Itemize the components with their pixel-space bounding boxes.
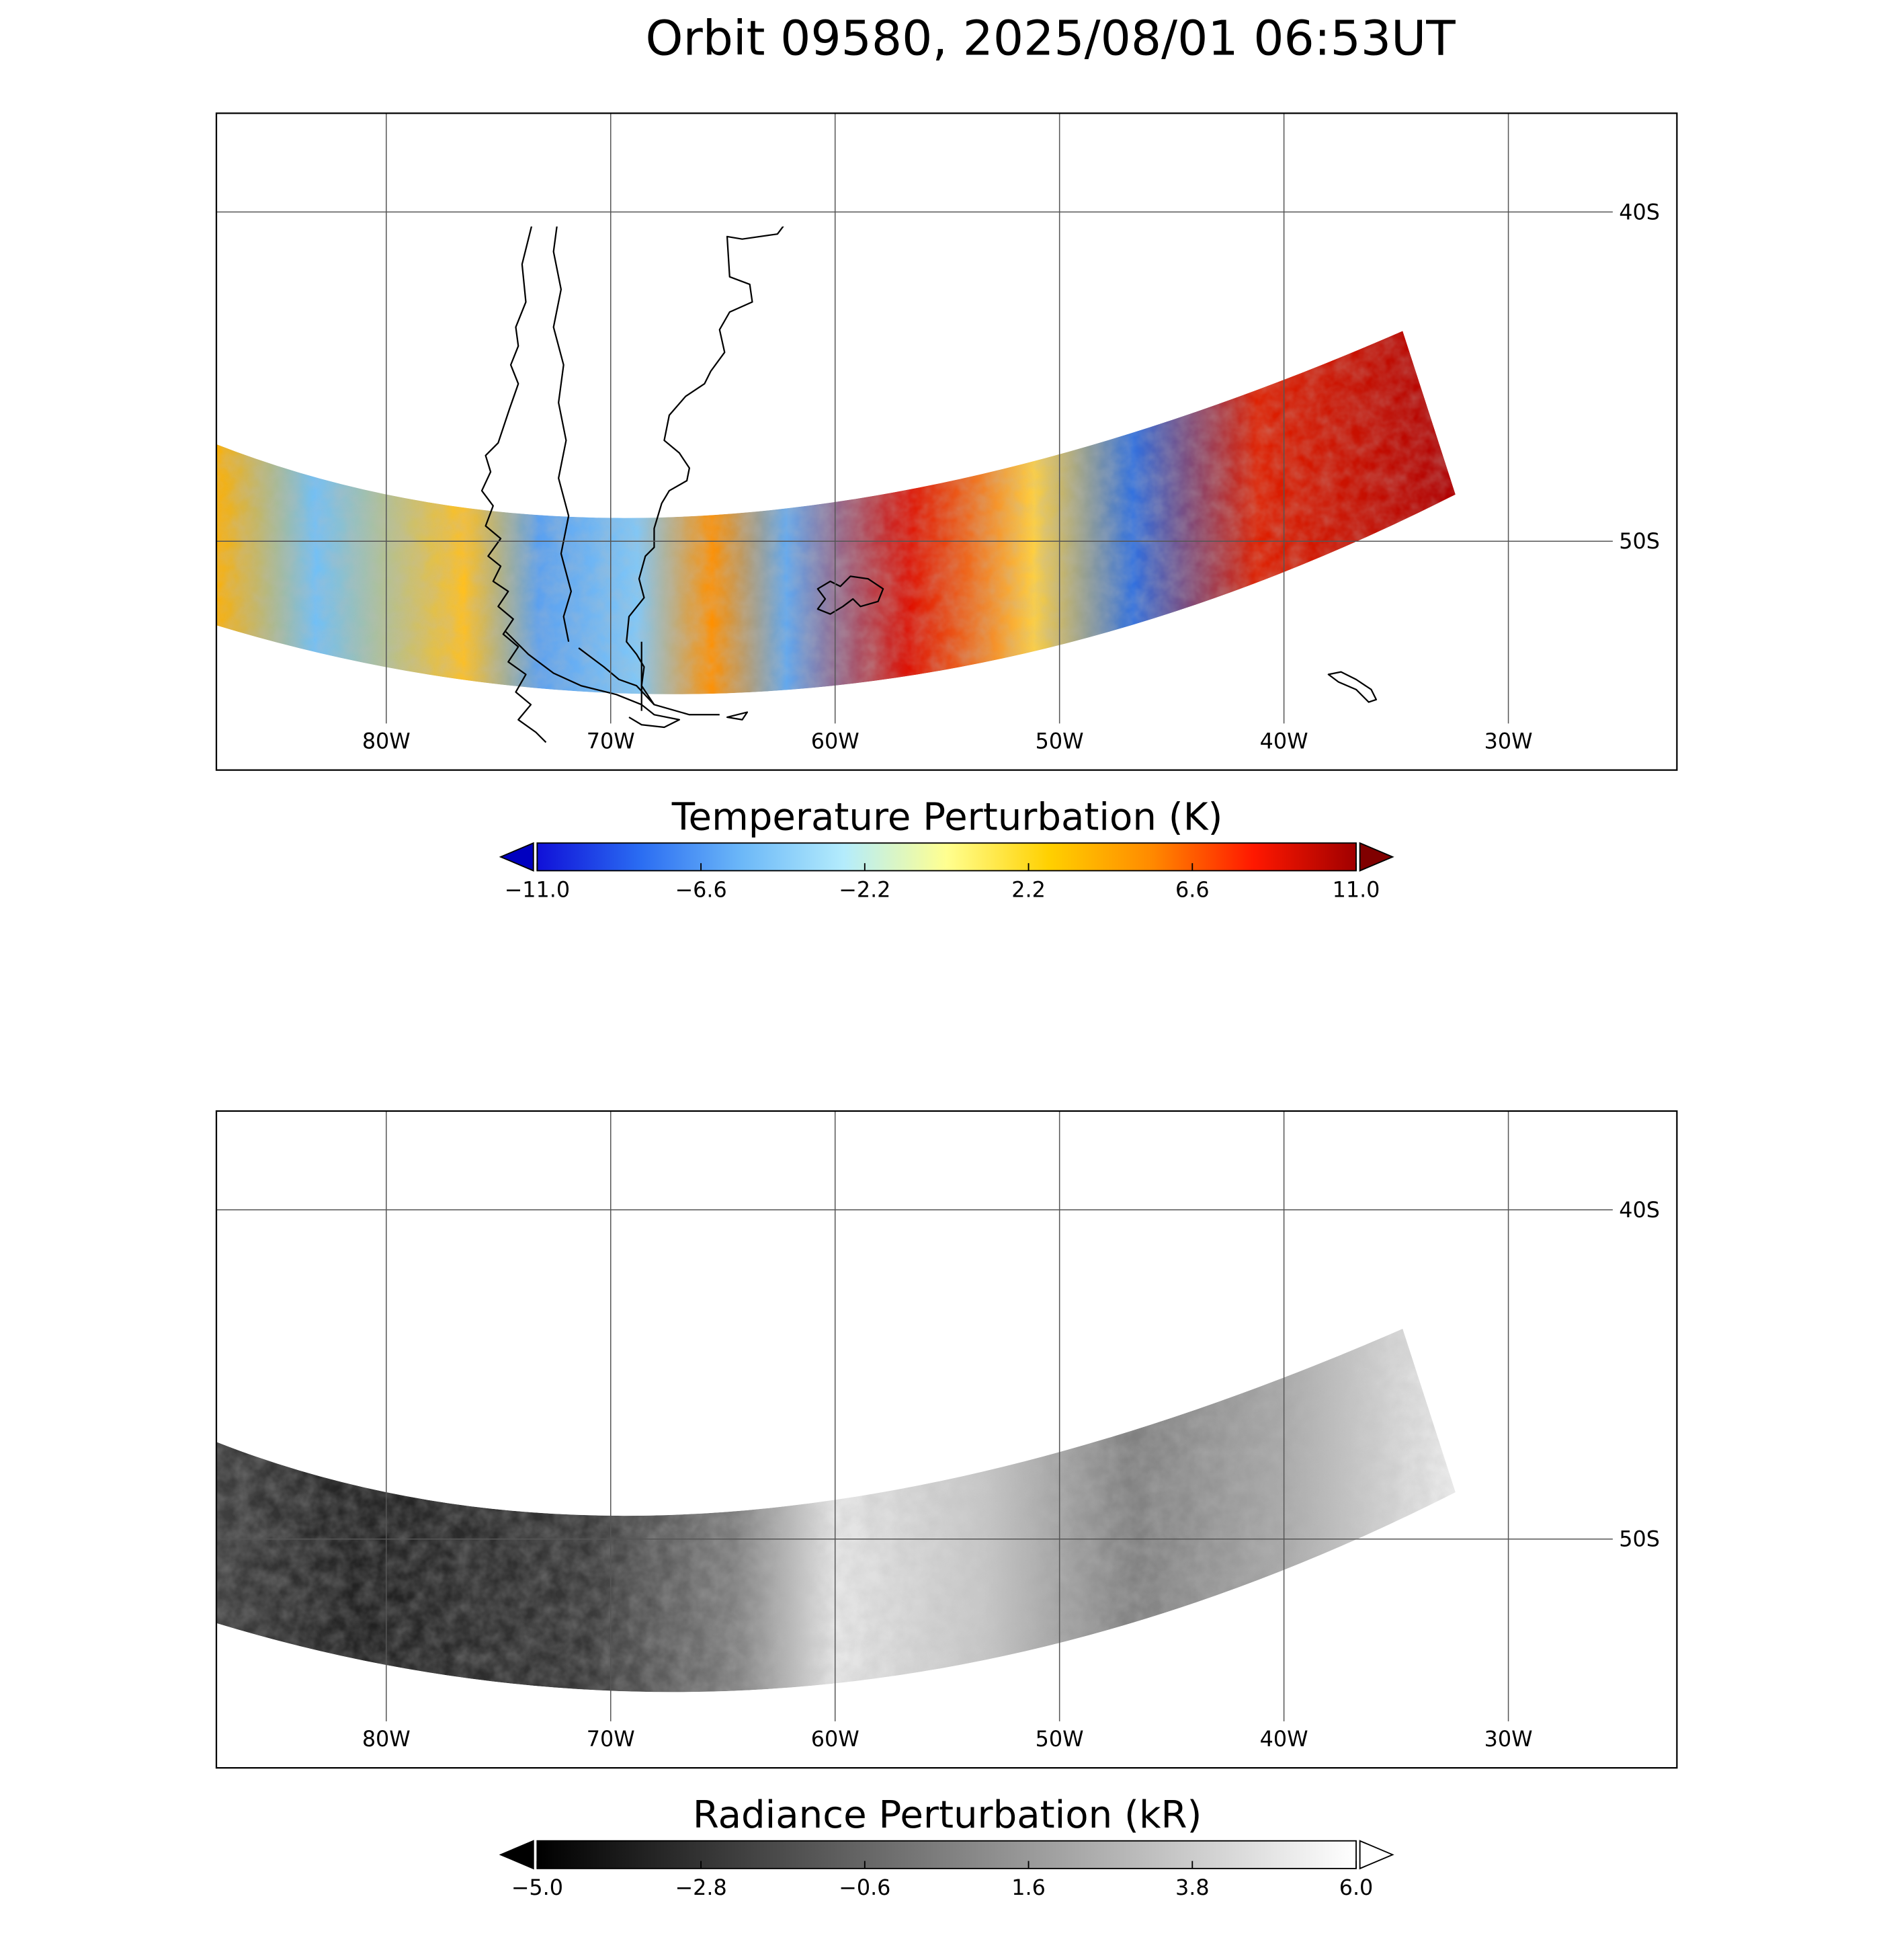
lat-tick-label: 50S: [1619, 1526, 1660, 1552]
colorbar-under: [499, 842, 534, 872]
map-frame: [215, 112, 1678, 771]
lon-tick-label: 30W: [1484, 1726, 1533, 1752]
colorbar-tick-label: −5.0: [511, 1875, 563, 1900]
figure-title: Orbit 09580, 2025/08/01 06:53UT: [646, 10, 1456, 66]
colorbar-over: [1359, 1840, 1394, 1870]
colorbar-tick-label: −6.6: [675, 876, 726, 902]
colorbar-tick-label: −2.8: [675, 1875, 726, 1900]
lon-tick-label: 70W: [587, 728, 635, 753]
colorbar-title: Temperature Perturbation (K): [671, 795, 1223, 839]
lon-tick-label: 40W: [1260, 1726, 1308, 1752]
swath-image: [216, 331, 1456, 694]
colorbar-tick-label: −0.6: [839, 1875, 890, 1900]
colorbar-over: [1359, 842, 1394, 872]
colorbar-tick-label: 3.8: [1175, 1875, 1210, 1900]
colorbar-tick-label: 1.6: [1011, 1875, 1046, 1900]
lon-tick-label: 50W: [1036, 1726, 1084, 1752]
swath-texture: [216, 1328, 1456, 1692]
colorbar-tick-label: 11.0: [1333, 876, 1380, 902]
map-frame: [215, 1110, 1678, 1769]
colorbar-tick-label: 2.2: [1011, 876, 1046, 902]
map-panel: 80W 70W 60W 50W 40W 30W 40S 50S Radiance Perturb…: [215, 1110, 1678, 1900]
lon-tick-label: 50W: [1036, 728, 1084, 753]
lat-tick-label: 40S: [1619, 1197, 1660, 1223]
lat-tick-label: 40S: [1619, 199, 1660, 224]
colorbar: [536, 842, 1357, 872]
colorbar-title: Radiance Perturbation (kR): [693, 1793, 1202, 1837]
lon-tick-label: 60W: [811, 1726, 859, 1752]
lon-tick-label: 80W: [362, 728, 411, 753]
lat-tick-label: 50S: [1619, 528, 1660, 554]
lon-tick-label: 30W: [1484, 728, 1533, 753]
colorbar-under: [499, 1840, 534, 1870]
colorbar-tick-label: −11.0: [505, 876, 571, 902]
lon-tick-label: 40W: [1260, 728, 1308, 753]
colorbar-tick-label: −2.2: [839, 876, 890, 902]
lon-tick-label: 70W: [587, 1726, 635, 1752]
lon-tick-label: 60W: [811, 728, 859, 753]
colorbar-tick-label: 6.6: [1175, 876, 1210, 902]
map-panel: 80W 70W 60W 50W 40W 30W 40S 50S Temperature Pert…: [215, 112, 1678, 902]
colorbar-tick-label: 6.0: [1339, 1875, 1374, 1900]
lon-tick-label: 80W: [362, 1726, 411, 1752]
swath-texture: [216, 331, 1456, 694]
colorbar: [536, 1840, 1357, 1869]
swath-image: [216, 1328, 1456, 1692]
